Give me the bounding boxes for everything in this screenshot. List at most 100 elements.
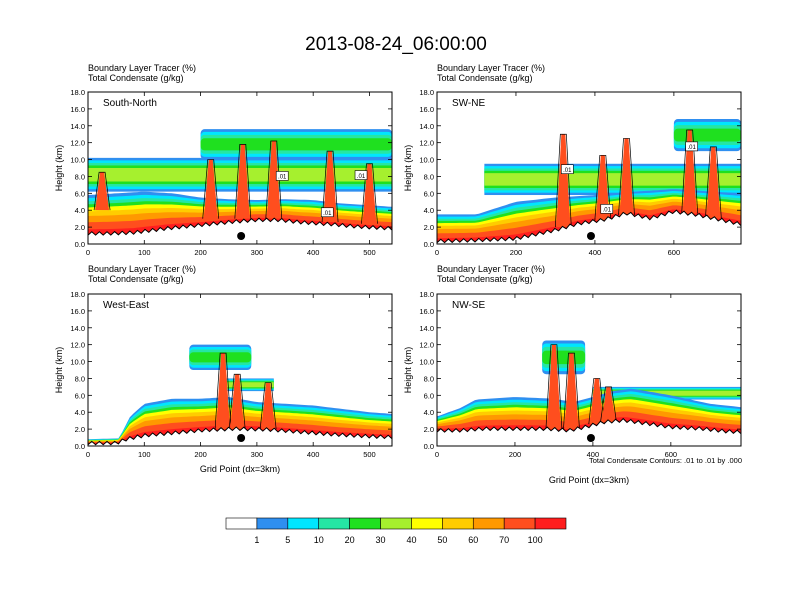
contour-label-box xyxy=(354,170,368,180)
x-tick-label: 500 xyxy=(363,248,376,257)
plot-area: .01 .01 .01 xyxy=(437,119,741,244)
panel-title-tracer: Boundary Layer Tracer (%) xyxy=(88,264,196,274)
colorbar-swatch-10 xyxy=(534,517,567,530)
panel-title-tracer: Boundary Layer Tracer (%) xyxy=(437,264,545,274)
y-axis-label: Height (km) xyxy=(403,145,413,192)
y-tick-label: 12.0 xyxy=(419,139,434,148)
y-tick-label: 16.0 xyxy=(70,105,85,114)
x-tick-label: 400 xyxy=(587,450,600,459)
colorbar-swatch-4 xyxy=(349,517,381,530)
panel-west-east: Boundary Layer Tracer (%) Total Condensa… xyxy=(54,264,393,474)
panel-title-condensate: Total Condensate (g/kg) xyxy=(88,73,184,83)
x-tick-label: 300 xyxy=(251,450,264,459)
y-tick-label: 16.0 xyxy=(419,105,434,114)
y-tick-label: 2.0 xyxy=(75,223,85,232)
condensate-contour-3 xyxy=(600,386,617,423)
x-tick-label: 200 xyxy=(194,248,207,257)
y-tick-label: 0.0 xyxy=(424,442,434,451)
convective-tower-0 xyxy=(556,134,571,228)
terrain-outline xyxy=(437,209,741,244)
y-tick-label: 8.0 xyxy=(75,374,85,383)
y-tick-label: 4.0 xyxy=(424,408,434,417)
location-marker xyxy=(237,232,246,240)
colorbar-label: 100 xyxy=(528,535,543,545)
x-tick-label: 0 xyxy=(86,248,90,257)
colorbar-label: 50 xyxy=(437,535,447,545)
condensate-contour-3 xyxy=(681,129,699,214)
convective-tower-1 xyxy=(564,353,579,430)
contour-label-box xyxy=(600,204,614,214)
convective-tower-3 xyxy=(266,140,281,219)
colorbar-label: 5 xyxy=(285,535,290,545)
colorbar: 1 5 10 20 30 40 50 60 70 100 xyxy=(225,517,567,545)
upper-cloud-band-3 xyxy=(200,138,392,151)
panel-south-north: Boundary Layer Tracer (%) Total Condensa… xyxy=(54,63,393,257)
upper-cloud-band-3 xyxy=(673,128,741,142)
condensate-contour-0 xyxy=(214,352,232,430)
x-tick-label: 500 xyxy=(363,450,376,459)
x-tick-label: 400 xyxy=(589,248,602,257)
panel-title-condensate: Total Condensate (g/kg) xyxy=(88,274,184,284)
colorbar-swatch-7 xyxy=(442,517,474,530)
panel-title-tracer: Boundary Layer Tracer (%) xyxy=(88,63,196,73)
x-tick-label: 200 xyxy=(194,450,207,459)
convective-tower-0 xyxy=(95,172,110,211)
condensate-contour-1 xyxy=(563,352,580,430)
y-axis-label: Height (km) xyxy=(54,145,64,192)
convective-tower-1 xyxy=(203,159,218,219)
condensate-contour-5 xyxy=(361,163,378,224)
x-axis-label: Grid Point (dx=3km) xyxy=(200,464,280,474)
x-tick-label: 200 xyxy=(509,450,522,459)
y-tick-label: 6.0 xyxy=(75,189,85,198)
terrain-fill xyxy=(437,418,741,446)
panel-name: SW-NE xyxy=(452,98,485,109)
panel-name: South-North xyxy=(103,98,157,109)
y-tick-label: 10.0 xyxy=(70,358,85,367)
colorbar-swatch-9 xyxy=(503,517,536,530)
condensate-contour-2 xyxy=(234,144,252,219)
y-tick-label: 16.0 xyxy=(70,307,85,316)
x-tick-label: 0 xyxy=(86,450,90,459)
convective-tower-2 xyxy=(589,378,604,425)
x-tick-label: 200 xyxy=(510,248,523,257)
y-tick-label: 18.0 xyxy=(70,88,85,97)
y-tick-label: 8.0 xyxy=(424,172,434,181)
y-tick-label: 10.0 xyxy=(419,358,434,367)
x-tick-label: 100 xyxy=(138,450,151,459)
plot-area xyxy=(88,344,392,446)
x-tick-label: 0 xyxy=(435,450,439,459)
convective-tower-2 xyxy=(261,382,276,430)
convective-tower-0 xyxy=(216,353,231,430)
convective-tower-3 xyxy=(682,130,697,214)
condensate-contour-0 xyxy=(93,171,111,211)
x-tick-label: 600 xyxy=(665,450,678,459)
location-marker xyxy=(586,434,595,442)
convective-tower-2 xyxy=(619,138,634,216)
y-tick-label: 12.0 xyxy=(70,341,85,350)
y-tick-label: 4.0 xyxy=(75,408,85,417)
contour-label-box xyxy=(560,164,574,174)
convective-tower-3 xyxy=(601,386,616,423)
y-tick-label: 2.0 xyxy=(75,425,85,434)
convective-tower-1 xyxy=(230,374,245,430)
condensate-contour-0 xyxy=(554,133,572,228)
contour-label: .01 xyxy=(603,208,612,214)
plot-frame xyxy=(436,293,742,447)
plot-frame xyxy=(87,91,393,245)
panel-name: NW-SE xyxy=(452,300,485,311)
colorbar-swatch-1 xyxy=(256,517,289,530)
contour-label: .01 xyxy=(357,174,366,180)
y-tick-label: 14.0 xyxy=(419,324,434,333)
condensate-contour-2 xyxy=(259,382,277,430)
contour-label: .01 xyxy=(687,145,696,151)
location-marker xyxy=(586,232,595,240)
upper-cloud-band-3 xyxy=(542,350,586,365)
mid-cloud-band-4 xyxy=(592,390,741,396)
convective-tower-0 xyxy=(546,344,561,430)
y-tick-label: 12.0 xyxy=(419,341,434,350)
x-tick-label: 400 xyxy=(307,450,320,459)
condensate-contour-4 xyxy=(321,150,339,223)
x-tick-label: 600 xyxy=(668,248,681,257)
y-tick-label: 14.0 xyxy=(419,122,434,131)
